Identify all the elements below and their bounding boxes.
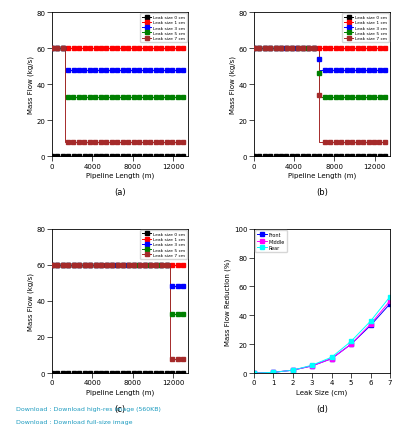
Line: Rear: Rear xyxy=(252,296,392,375)
X-axis label: Pipeline Length (m): Pipeline Length (m) xyxy=(86,388,154,395)
Text: Download : Download high-res image (560KB): Download : Download high-res image (560K… xyxy=(16,406,161,411)
X-axis label: Pipeline Length (m): Pipeline Length (m) xyxy=(86,172,154,178)
Y-axis label: Mass Flow (kg/s): Mass Flow (kg/s) xyxy=(27,56,34,114)
Legend: Leak size 0 cm, Leak size 1 cm, Leak size 3 cm, Leak size 5 cm, Leak size 7 cm: Leak size 0 cm, Leak size 1 cm, Leak siz… xyxy=(342,14,389,43)
Rear xyxy=(251,371,256,376)
Rear xyxy=(271,370,275,375)
Y-axis label: Mass Flow Reduction (%): Mass Flow Reduction (%) xyxy=(224,258,231,345)
Middle xyxy=(310,363,314,368)
Y-axis label: Mass Flow (kg/s): Mass Flow (kg/s) xyxy=(229,56,236,114)
Title: (c): (c) xyxy=(114,404,125,413)
Middle xyxy=(368,322,373,327)
Line: Front: Front xyxy=(252,302,392,375)
Title: (a): (a) xyxy=(114,188,126,197)
Front xyxy=(329,356,334,362)
Front xyxy=(251,371,256,376)
Line: Middle: Middle xyxy=(252,299,392,375)
Middle xyxy=(388,299,392,304)
Front xyxy=(310,363,314,368)
Text: Download : Download full-size image: Download : Download full-size image xyxy=(16,419,133,424)
Rear xyxy=(310,363,314,368)
Front xyxy=(388,302,392,307)
Legend: Leak size 0 cm, Leak size 1 cm, Leak size 3 cm, Leak size 5 cm, Leak size 7 cm: Leak size 0 cm, Leak size 1 cm, Leak siz… xyxy=(140,230,187,259)
Front xyxy=(271,370,275,375)
Front xyxy=(290,368,295,373)
Middle xyxy=(271,370,275,375)
Middle xyxy=(349,342,353,347)
Legend: Leak size 0 cm, Leak size 1 cm, Leak size 3 cm, Leak size 5 cm, Leak size 7 cm: Leak size 0 cm, Leak size 1 cm, Leak siz… xyxy=(140,14,187,43)
Front xyxy=(368,323,373,328)
X-axis label: Pipeline Length (m): Pipeline Length (m) xyxy=(288,172,356,178)
Middle xyxy=(290,368,295,373)
Y-axis label: Mass Flow (kg/s): Mass Flow (kg/s) xyxy=(27,272,34,330)
Middle xyxy=(329,356,334,362)
Front xyxy=(349,342,353,347)
Rear xyxy=(329,355,334,360)
Title: (b): (b) xyxy=(316,188,328,197)
Rear xyxy=(368,319,373,324)
Rear xyxy=(349,339,353,344)
Rear xyxy=(388,294,392,299)
X-axis label: Leak Size (cm): Leak Size (cm) xyxy=(296,388,347,395)
Middle xyxy=(251,371,256,376)
Title: (d): (d) xyxy=(316,404,328,413)
Legend: Front, Middle, Rear: Front, Middle, Rear xyxy=(255,230,287,252)
Rear xyxy=(290,368,295,373)
